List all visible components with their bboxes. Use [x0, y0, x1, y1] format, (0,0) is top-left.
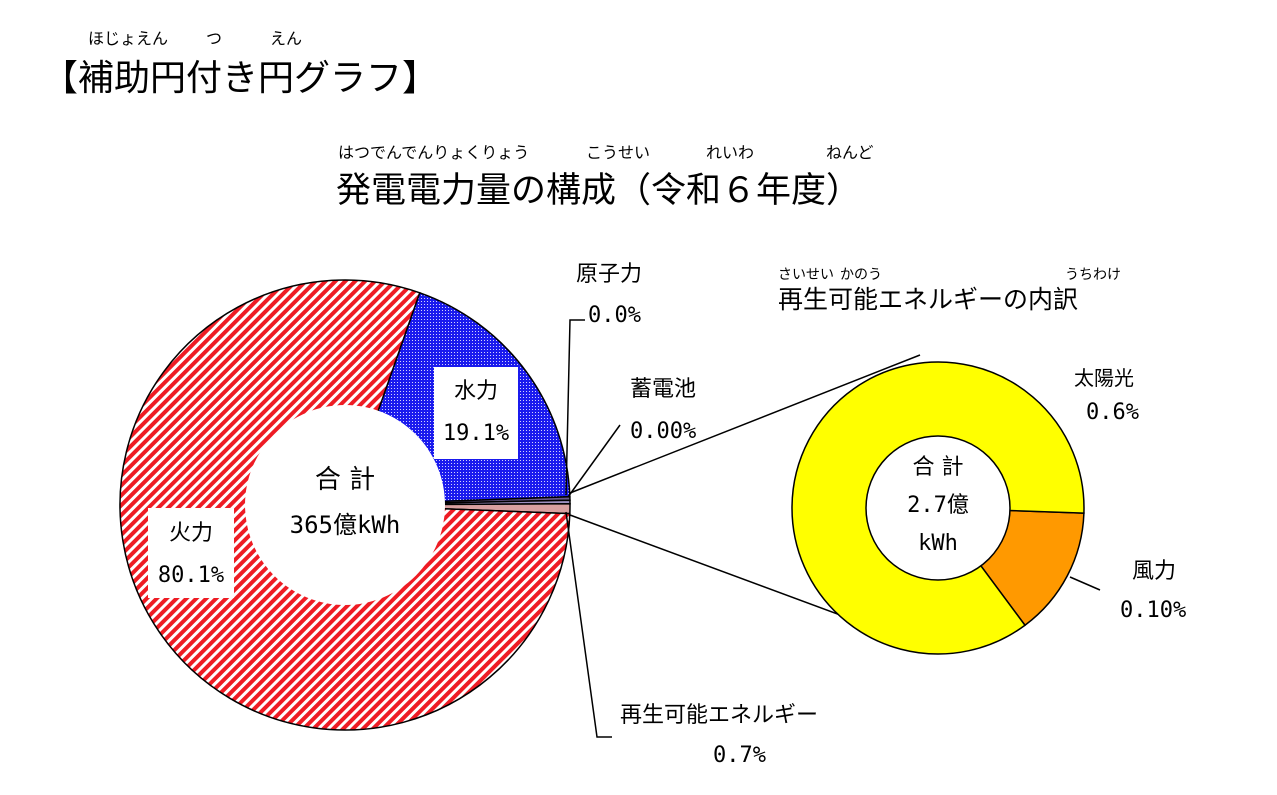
main-title-ruby-1: はつでんでんりょくりょう	[338, 143, 529, 162]
sub-connector-upper	[569, 354, 921, 494]
renewable-value-label: 0.7%	[713, 743, 766, 768]
page-heading: ほじょえん つ えん 【補助円付き円グラフ】	[42, 29, 438, 99]
solar-value-label: 0.6%	[1086, 400, 1139, 425]
main-center-label-2: 365億kWh	[290, 511, 401, 539]
battery-value-label: 0.00%	[630, 419, 696, 444]
main-donut-hole	[245, 405, 445, 605]
sub-title-ruby-2: かのう	[840, 267, 882, 283]
solar-name-label: 太陽光	[1074, 366, 1134, 390]
wind-value-label: 0.10%	[1120, 598, 1186, 623]
heading-ruby-2: つ	[206, 29, 222, 48]
battery-name-label: 蓄電池	[630, 377, 696, 402]
wind-leader-line	[1069, 576, 1101, 591]
sub-chart-title: 再生可能エネルギーの内訳	[778, 285, 1078, 314]
main-chart-title: 発電電力量の構成（令和６年度）	[336, 171, 861, 211]
main-center-label-1: 合 計	[315, 465, 375, 495]
hydro-name-label: 水力	[454, 379, 498, 404]
main-title-ruby-4: ねんど	[826, 143, 874, 162]
heading-ruby-1: ほじょえん	[88, 29, 168, 48]
wind-name-label: 風力	[1132, 559, 1176, 584]
main-title-ruby-2: こうせい	[586, 143, 650, 162]
sub-center-label-2: 2.7億	[907, 493, 969, 518]
nuclear-leader-line	[565, 319, 585, 496]
sub-title-ruby-1: さいせい	[778, 267, 834, 283]
thermal-name-label: 火力	[169, 521, 213, 546]
sub-title-ruby-3: うちわけ	[1065, 267, 1121, 283]
renewable-name-label: 再生可能エネルギー	[620, 703, 818, 728]
thermal-label-box	[148, 508, 234, 598]
sub-donut-hole	[865, 435, 1011, 581]
nuclear-value-label: 0.0%	[588, 303, 641, 328]
hydro-value-label: 19.1%	[443, 421, 509, 446]
sub-chart-heading: さいせい かのう うちわけ 再生可能エネルギーの内訳	[778, 267, 1121, 314]
sub-center-label-1: 合 計	[913, 455, 964, 480]
sub-center-label-3: kWh	[918, 531, 958, 556]
thermal-value-label: 80.1%	[158, 563, 224, 588]
renewable-leader-line	[565, 511, 612, 738]
page-title: 【補助円付き円グラフ】	[42, 58, 438, 99]
hydro-label-box	[434, 367, 518, 459]
main-chart-heading: はつでんでんりょくりょう こうせい れいわ ねんど 発電電力量の構成（令和６年度…	[336, 143, 874, 211]
heading-ruby-3: えん	[270, 29, 302, 48]
main-title-ruby-3: れいわ	[706, 143, 754, 162]
battery-leader-line	[567, 424, 621, 498]
nuclear-name-label: 原子力	[576, 262, 642, 287]
